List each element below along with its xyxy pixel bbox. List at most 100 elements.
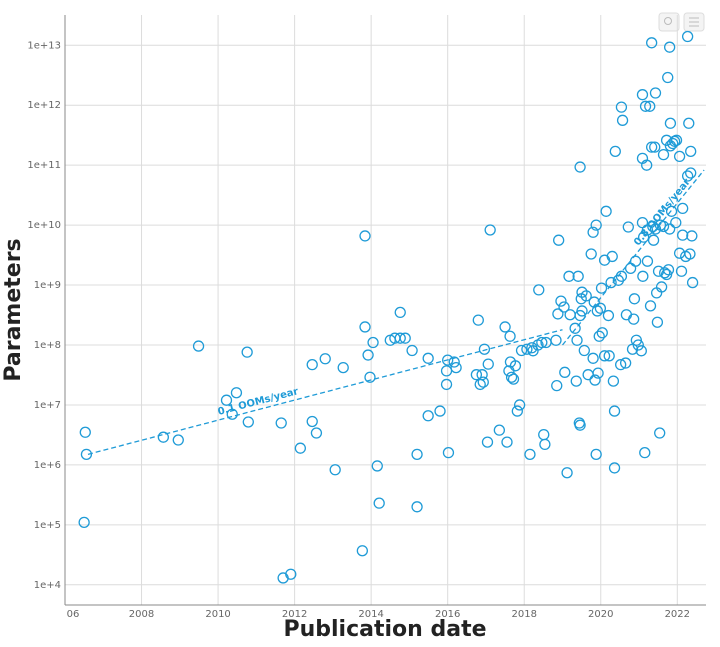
data-point (677, 202, 689, 215)
data-point (242, 416, 254, 428)
data-point (399, 332, 411, 344)
data-point (664, 117, 677, 129)
data-point (367, 336, 379, 349)
data-point (484, 224, 496, 236)
x-tick-label: 2016 (435, 609, 460, 620)
data-point (591, 305, 603, 317)
data-point (275, 417, 287, 429)
data-point (607, 375, 620, 387)
data-point (499, 321, 511, 333)
data-point (440, 378, 453, 391)
x-axis-title: Publication date (283, 617, 486, 642)
data-point (564, 309, 576, 321)
data-point (538, 428, 550, 441)
trend-label: 0.1 OOMs/year (217, 386, 300, 418)
data-point (157, 431, 170, 443)
data-point (230, 387, 243, 399)
data-point (670, 216, 682, 229)
x-tick-label: 2008 (129, 609, 154, 620)
data-point (686, 276, 699, 289)
x-tick-label: 2014 (358, 609, 383, 620)
data-point (587, 226, 599, 238)
data-point (615, 270, 628, 282)
x-tick-label: 2020 (588, 609, 613, 620)
data-point (665, 205, 678, 217)
data-point (306, 359, 318, 371)
data-point (192, 340, 205, 352)
data-point (683, 117, 695, 129)
data-point (578, 344, 590, 357)
data-point (356, 545, 368, 557)
data-point (450, 361, 462, 374)
data-point (615, 359, 627, 371)
data-point (605, 276, 617, 289)
y-tick-label: 1e+13 (27, 40, 61, 51)
data-point (594, 302, 607, 314)
data-point (319, 353, 331, 365)
data-point (364, 371, 376, 383)
data-point (440, 365, 453, 377)
data-point (481, 436, 494, 448)
data-point (551, 379, 563, 392)
data-point (620, 309, 633, 321)
data-point (673, 247, 686, 259)
data-point (596, 327, 608, 339)
y-tick-label: 1e+4 (34, 580, 61, 591)
data-point (563, 270, 575, 282)
data-point (509, 360, 522, 372)
data-point (536, 336, 548, 349)
data-point (667, 137, 679, 150)
data-point (646, 141, 658, 153)
data-point (553, 234, 565, 246)
data-point (655, 281, 668, 293)
data-point (636, 89, 649, 101)
data-point (608, 405, 621, 417)
data-point (524, 448, 536, 460)
data-point (593, 330, 605, 342)
data-point (673, 150, 686, 163)
data-point (442, 354, 454, 366)
data-point (595, 282, 608, 294)
x-tick-label: 2018 (511, 609, 536, 620)
data-point (619, 357, 632, 369)
data-point (662, 264, 675, 276)
data-point (647, 234, 660, 246)
data-point (371, 460, 383, 472)
x-tick-label: 2010 (205, 609, 230, 620)
y-axis-title: Parameters (1, 238, 26, 381)
data-point (442, 447, 455, 459)
zoom-button[interactable] (658, 12, 680, 32)
y-tick-label: 1e+12 (27, 100, 61, 111)
data-point (411, 448, 423, 460)
y-tick-label: 1e+6 (34, 460, 61, 471)
data-point (482, 358, 494, 370)
data-point (670, 134, 683, 146)
data-point (570, 375, 582, 387)
data-point (394, 306, 406, 319)
data-point (576, 305, 588, 317)
data-point (359, 230, 371, 242)
data-point (644, 300, 657, 312)
data-point (660, 268, 673, 281)
data-point (641, 159, 653, 171)
zoom-icon (664, 17, 672, 25)
data-point (226, 408, 238, 420)
menu-icon (689, 17, 699, 27)
data-point (663, 223, 676, 235)
data-point (515, 344, 528, 357)
toolbar (658, 12, 705, 32)
data-point (685, 145, 697, 158)
data-point (220, 394, 233, 406)
trend-line (87, 329, 563, 455)
data-point (684, 248, 696, 260)
data-point (359, 321, 371, 333)
data-point (504, 330, 516, 342)
data-point (558, 301, 570, 313)
data-point (559, 366, 571, 378)
data-point (585, 248, 597, 260)
data-point (598, 350, 611, 362)
data-point (337, 361, 349, 374)
data-point (511, 405, 523, 417)
data-point (686, 230, 698, 242)
data-point (394, 332, 406, 344)
